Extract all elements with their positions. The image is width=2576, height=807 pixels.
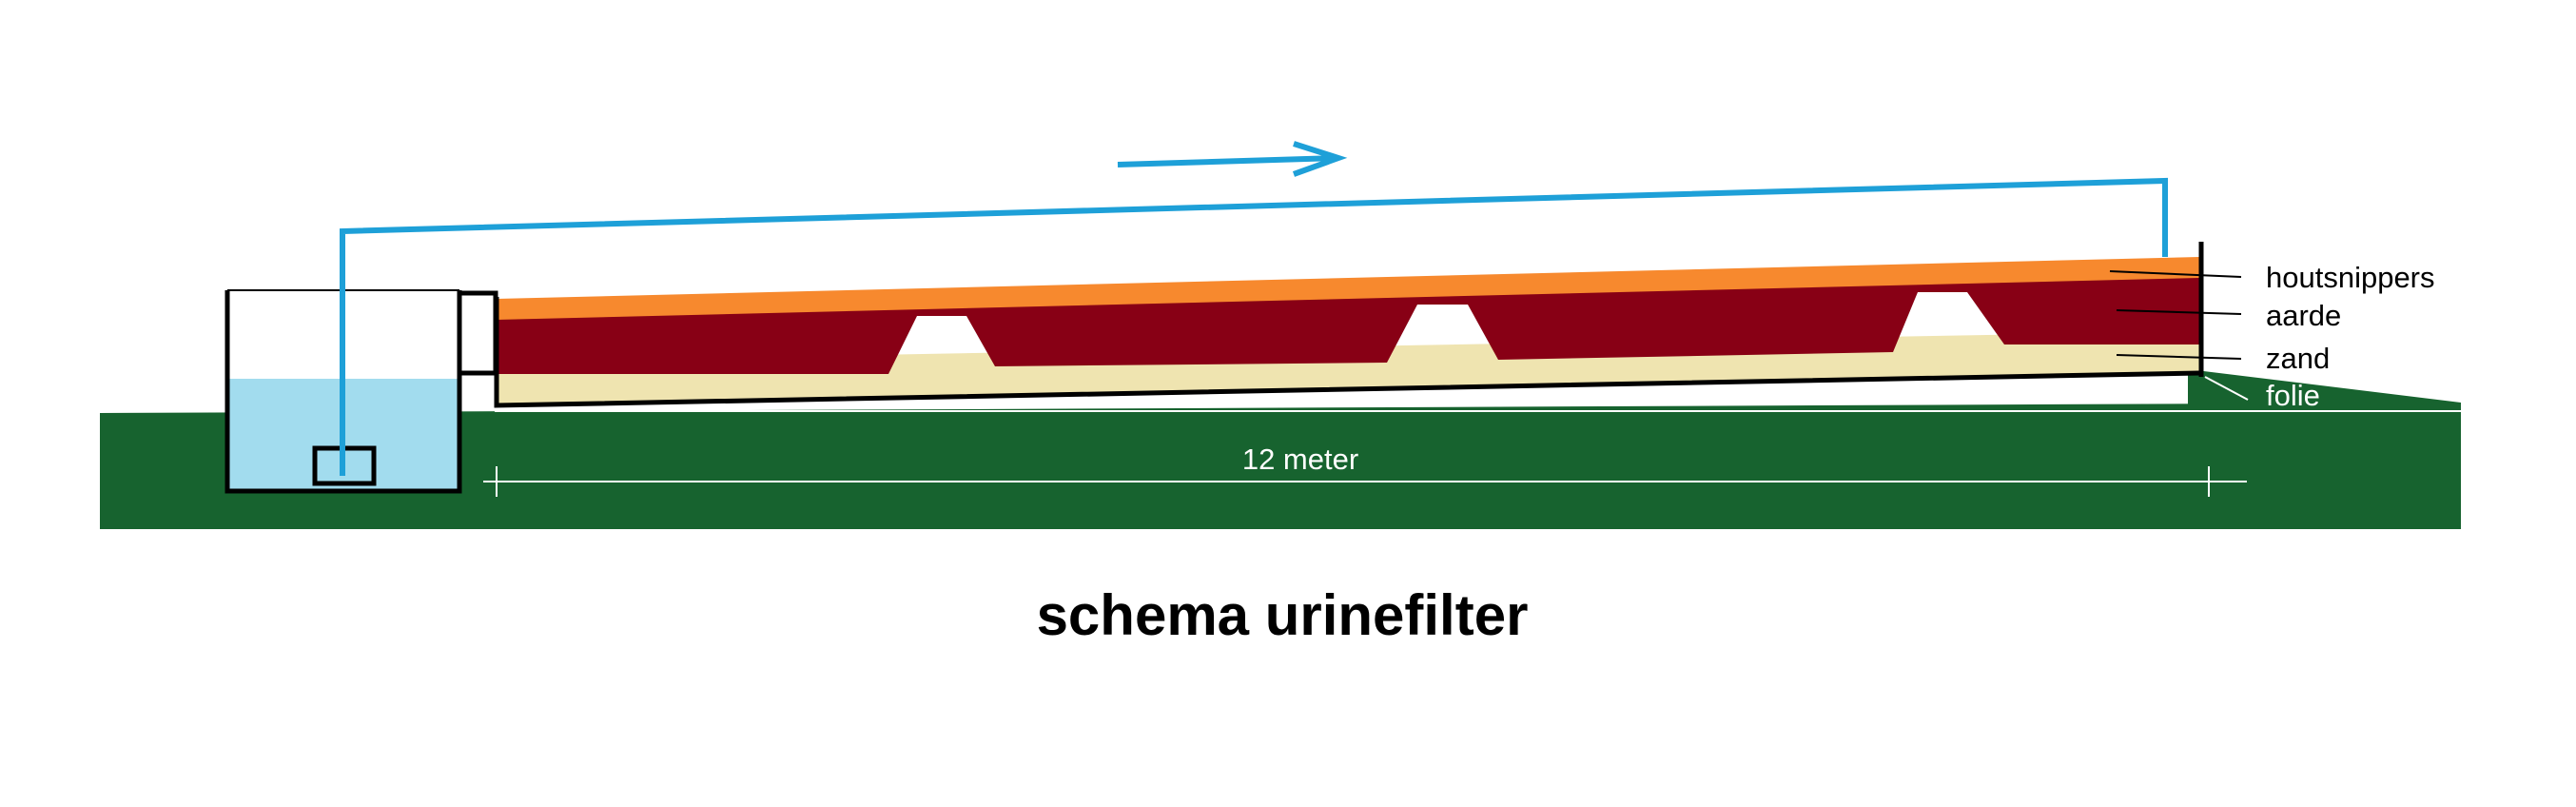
- pump-pipe: [340, 177, 2168, 476]
- label-soil: aarde: [2266, 299, 2341, 332]
- ground-slope: [2188, 369, 2461, 409]
- ground: [100, 403, 2461, 529]
- tank-wall: [224, 290, 462, 494]
- soil-layer: [497, 276, 2199, 374]
- leader-sand: [2116, 354, 2242, 360]
- label-foil: folie: [2266, 379, 2320, 412]
- leader-foil: [2204, 376, 2249, 401]
- label-sand: zand: [2266, 342, 2330, 375]
- leader-wood-chips: [2109, 270, 2242, 278]
- flow-arrow: [1117, 141, 1348, 177]
- dimension-line: [483, 466, 2247, 497]
- diagram-title: schema urinefilter: [1037, 583, 1529, 647]
- label-wood-chips: houtsnippers: [2266, 261, 2435, 294]
- wood-chips-layer: [497, 257, 2199, 320]
- leader-soil: [2116, 309, 2242, 315]
- dimension-label: 12 meter: [1242, 443, 1358, 476]
- overflow-box: [457, 290, 498, 376]
